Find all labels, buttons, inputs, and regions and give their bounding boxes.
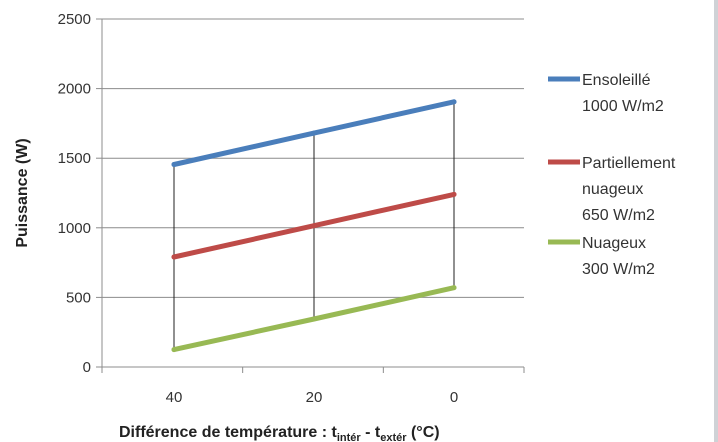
series-2-point xyxy=(311,223,317,229)
x-axis-title-sub2: extér xyxy=(380,432,407,442)
legend-label: 1000 W/m2 xyxy=(582,98,664,115)
legend: Ensoleillé 1000 W/m2 Partiellement nuageux 6… xyxy=(548,72,676,278)
window-edge xyxy=(714,0,718,442)
series-3-point xyxy=(311,316,317,322)
y-tick-label: 1000 xyxy=(58,220,91,237)
legend-label: 300 W/m2 xyxy=(582,261,655,278)
series-1-point xyxy=(311,130,317,136)
y-tick-label: 2000 xyxy=(58,81,91,98)
legend-label: Ensoleillé xyxy=(582,72,651,89)
series-2-point xyxy=(171,254,177,260)
x-tick-labels: 40 20 0 xyxy=(166,389,459,406)
series-1-point xyxy=(171,161,177,167)
x-axis-title-sub1: intér xyxy=(337,432,362,442)
y-tick-label: 0 xyxy=(83,359,91,376)
axes xyxy=(96,18,525,373)
series-1-point xyxy=(451,99,457,105)
x-axis-title-end: (°C) xyxy=(407,424,440,441)
y-tick-label: 500 xyxy=(66,289,91,306)
y-tick-labels: 0 500 1000 1500 2000 2500 xyxy=(58,11,91,376)
legend-label: nuageux xyxy=(582,181,643,198)
legend-label: 650 W/m2 xyxy=(582,207,655,224)
gridlines xyxy=(102,18,524,298)
legend-label: Partiellement xyxy=(582,155,676,172)
x-axis-title: Différence de température : tintér - tex… xyxy=(119,424,440,442)
y-tick-label: 1500 xyxy=(58,150,91,167)
legend-label: Nuageux xyxy=(582,235,646,252)
series-lines xyxy=(171,99,457,353)
y-tick-label: 2500 xyxy=(58,11,91,28)
series-3-point xyxy=(451,285,457,291)
x-axis-title-main: Différence de température : t xyxy=(119,424,338,441)
x-tick-label: 0 xyxy=(450,389,458,406)
x-tick-label: 20 xyxy=(306,389,323,406)
series-3-point xyxy=(171,347,177,353)
y-axis-title: Puissance (W) xyxy=(14,138,31,247)
x-axis-title-mid: - t xyxy=(361,424,381,441)
series-2-point xyxy=(451,191,457,197)
x-tick-label: 40 xyxy=(166,389,183,406)
